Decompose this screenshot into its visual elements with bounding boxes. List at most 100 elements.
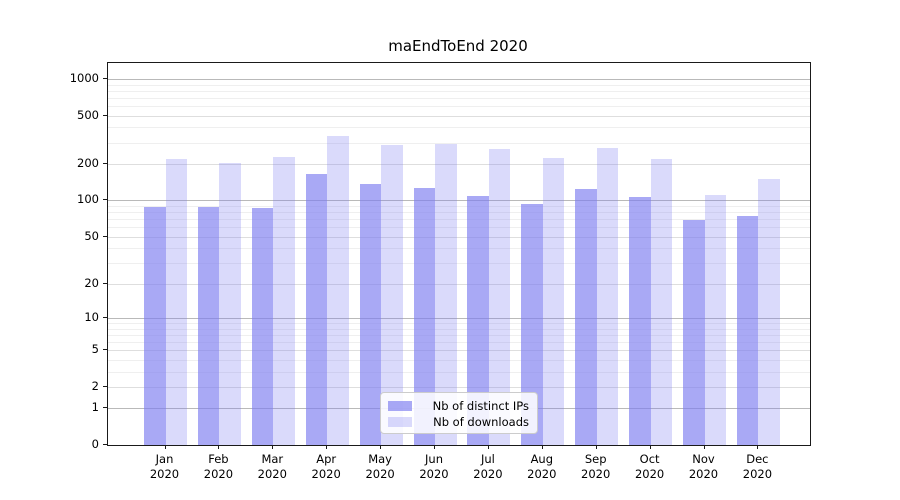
gridline-900	[108, 84, 810, 86]
x-tick-mark-oct	[649, 445, 651, 449]
bar-nb-of-downloads-jun	[435, 143, 457, 445]
bar-nb-of-downloads-feb	[219, 162, 241, 445]
x-tick-label-may: May 2020	[365, 452, 395, 481]
gridline-800	[108, 90, 810, 92]
y-tick-mark-50	[103, 235, 107, 237]
y-tick-label-50: 50	[84, 228, 99, 243]
bar-nb-of-distinct-ips-aug	[521, 204, 543, 445]
bar-nb-of-downloads-oct	[650, 159, 673, 445]
gridline-9	[108, 323, 810, 324]
x-tick-mark-jan	[164, 445, 166, 449]
x-tick-mark-aug	[541, 445, 543, 449]
x-tick-label-sep: Sep 2020	[581, 452, 611, 481]
bar-nb-of-downloads-sep	[596, 147, 619, 445]
x-tick-mark-jun	[434, 445, 435, 449]
bar-nb-of-distinct-ips-jul	[467, 196, 489, 445]
y-tick-label-200: 200	[77, 156, 99, 170]
gridline-7	[108, 334, 810, 336]
gridline-80	[108, 212, 810, 214]
bar-nb-of-distinct-ips-jan	[144, 207, 166, 445]
x-tick-label-nov: Nov 2020	[688, 452, 719, 481]
y-tick-label-5: 5	[91, 342, 99, 357]
gridline-30	[108, 263, 810, 264]
x-tick-label-jan: Jan 2020	[149, 452, 180, 481]
y-tick-mark-10	[103, 316, 107, 318]
bar-nb-of-distinct-ips-nov	[683, 219, 705, 445]
legend-item: Nb of downloads	[388, 414, 529, 430]
y-tick-label-500: 500	[77, 107, 99, 122]
x-tick-label-apr: Apr 2020	[311, 452, 341, 481]
gridline-600	[108, 105, 810, 107]
gridline-10	[108, 317, 810, 319]
bar-nb-of-downloads-jul	[488, 148, 511, 445]
gridline-70	[108, 219, 810, 221]
bar-nb-of-distinct-ips-jun	[413, 187, 435, 445]
gridline-400	[108, 127, 810, 129]
x-tick-label-mar: Mar 2020	[257, 452, 287, 481]
legend-label: Nb of downloads	[433, 415, 529, 429]
y-tick-label-10: 10	[84, 309, 99, 324]
legend-swatch-distinct-ips	[388, 401, 412, 411]
bar-nb-of-downloads-apr	[327, 135, 349, 445]
x-tick-mark-nov	[703, 445, 705, 449]
gridline-4	[108, 359, 810, 361]
gridline-100	[108, 200, 810, 202]
y-tick-mark-200	[103, 163, 107, 164]
y-tick-mark-20	[103, 282, 107, 284]
gridline-20	[108, 283, 810, 285]
x-tick-label-jul: Jul 2020	[473, 452, 503, 481]
x-tick-mark-apr	[326, 445, 328, 449]
bar-nb-of-downloads-jan	[165, 158, 187, 445]
x-tick-mark-dec	[757, 445, 759, 449]
x-tick-mark-sep	[595, 445, 597, 449]
x-tick-mark-jul	[487, 445, 489, 449]
gridline-3	[108, 371, 810, 373]
gridline-50	[108, 236, 810, 238]
gridline-700	[108, 97, 810, 99]
gridline-500	[108, 115, 810, 117]
gridline-5	[108, 350, 810, 352]
x-tick-mark-mar	[272, 445, 274, 449]
x-tick-mark-may	[380, 445, 382, 449]
bar-nb-of-distinct-ips-apr	[305, 174, 328, 445]
y-tick-label-2: 2	[91, 378, 99, 393]
bar-nb-of-downloads-mar	[273, 156, 295, 445]
y-tick-mark-500	[103, 114, 107, 116]
gridline-40	[108, 248, 810, 250]
y-tick-mark-2	[103, 385, 107, 387]
legend-label: Nb of distinct IPs	[432, 399, 529, 413]
bar-nb-of-distinct-ips-dec	[736, 215, 759, 445]
x-tick-label-dec: Dec 2020	[742, 452, 773, 481]
bar-nb-of-distinct-ips-may	[359, 183, 382, 445]
gridline-60	[108, 227, 810, 229]
y-tick-mark-5	[103, 349, 107, 351]
y-tick-label-1000: 1000	[69, 70, 99, 85]
x-tick-label-aug: Aug 2020	[527, 452, 557, 481]
gridline-300	[108, 142, 810, 144]
y-tick-mark-0	[103, 444, 107, 445]
legend-swatch-downloads	[388, 417, 412, 427]
x-tick-label-jun: Jun 2020	[419, 452, 449, 481]
bar-nb-of-downloads-dec	[758, 179, 780, 445]
bar-nb-of-downloads-nov	[704, 194, 726, 445]
y-tick-mark-1	[103, 407, 107, 409]
legend: Nb of distinct IPs Nb of downloads	[380, 392, 538, 434]
x-tick-label-feb: Feb 2020	[203, 452, 234, 481]
y-tick-label-20: 20	[84, 275, 99, 290]
bar-nb-of-downloads-may	[381, 145, 403, 445]
bar-nb-of-distinct-ips-sep	[575, 188, 597, 445]
bar-nb-of-distinct-ips-oct	[629, 196, 651, 445]
bar-nb-of-distinct-ips-feb	[197, 207, 220, 445]
gridline-1000	[108, 78, 810, 80]
gridline-6	[108, 341, 810, 343]
y-tick-label-100: 100	[77, 192, 99, 207]
y-tick-mark-100	[103, 199, 107, 201]
legend-item: Nb of distinct IPs	[388, 398, 529, 414]
x-tick-mark-feb	[218, 445, 220, 449]
bar-nb-of-downloads-aug	[542, 158, 565, 445]
bar-nb-of-distinct-ips-mar	[251, 208, 274, 445]
gridline-90	[108, 206, 810, 207]
y-tick-mark-1000	[103, 77, 107, 79]
gridline-200	[108, 164, 810, 165]
